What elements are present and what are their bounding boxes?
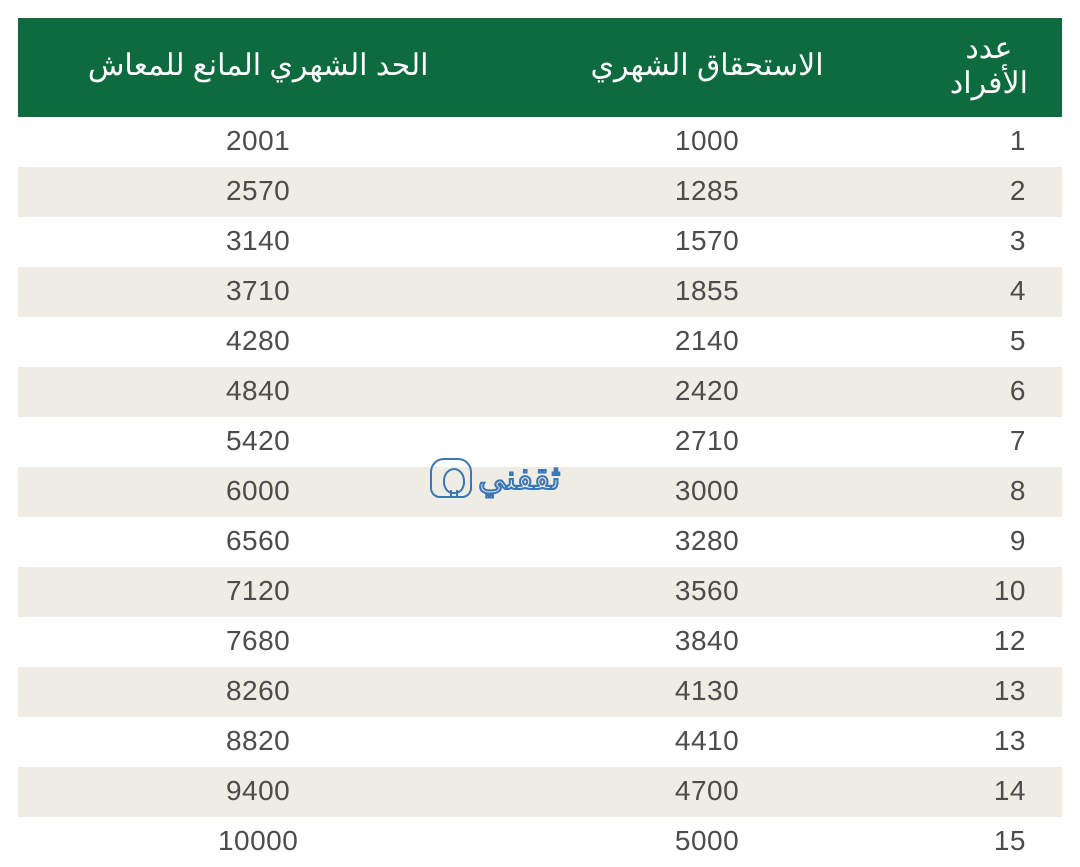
table-row: 1447009400 xyxy=(18,767,1062,817)
table-row: 727105420 xyxy=(18,417,1062,467)
cell-limit: 7680 xyxy=(18,617,498,667)
pension-table-container: عددالأفراد الاستحقاق الشهري الحد الشهري … xyxy=(18,18,1062,867)
cell-monthly: 2710 xyxy=(498,417,916,467)
cell-monthly: 1285 xyxy=(498,167,916,217)
cell-monthly: 1000 xyxy=(498,117,916,167)
cell-monthly: 5000 xyxy=(498,817,916,867)
cell-count: 7 xyxy=(916,417,1062,467)
table-row: 932806560 xyxy=(18,517,1062,567)
cell-monthly: 1855 xyxy=(498,267,916,317)
table-row: 1238407680 xyxy=(18,617,1062,667)
cell-count: 13 xyxy=(916,717,1062,767)
cell-monthly: 2420 xyxy=(498,367,916,417)
cell-count: 5 xyxy=(916,317,1062,367)
cell-limit: 8260 xyxy=(18,667,498,717)
cell-count: 13 xyxy=(916,667,1062,717)
pension-table: عددالأفراد الاستحقاق الشهري الحد الشهري … xyxy=(18,18,1062,867)
table-row: 521404280 xyxy=(18,317,1062,367)
cell-count: 3 xyxy=(916,217,1062,267)
table-row: 110002001 xyxy=(18,117,1062,167)
cell-limit: 6000 xyxy=(18,467,498,517)
cell-monthly: 3840 xyxy=(498,617,916,667)
cell-limit: 6560 xyxy=(18,517,498,567)
table-row: 1035607120 xyxy=(18,567,1062,617)
cell-limit: 4840 xyxy=(18,367,498,417)
cell-limit: 9400 xyxy=(18,767,498,817)
cell-count: 9 xyxy=(916,517,1062,567)
table-row: 418553710 xyxy=(18,267,1062,317)
cell-limit: 3710 xyxy=(18,267,498,317)
col-header-limit: الحد الشهري المانع للمعاش xyxy=(18,18,498,117)
table-row: 315703140 xyxy=(18,217,1062,267)
cell-count: 8 xyxy=(916,467,1062,517)
cell-monthly: 4410 xyxy=(498,717,916,767)
table-row: 212852570 xyxy=(18,167,1062,217)
cell-monthly: 4700 xyxy=(498,767,916,817)
table-row: 830006000 xyxy=(18,467,1062,517)
cell-limit: 8820 xyxy=(18,717,498,767)
cell-count: 10 xyxy=(916,567,1062,617)
cell-limit: 4280 xyxy=(18,317,498,367)
cell-count: 6 xyxy=(916,367,1062,417)
col-header-count: عددالأفراد xyxy=(916,18,1062,117)
table-header: عددالأفراد الاستحقاق الشهري الحد الشهري … xyxy=(18,18,1062,117)
cell-count: 1 xyxy=(916,117,1062,167)
cell-limit: 2001 xyxy=(18,117,498,167)
cell-limit: 3140 xyxy=(18,217,498,267)
table-row: 15500010000 xyxy=(18,817,1062,867)
cell-count: 4 xyxy=(916,267,1062,317)
cell-limit: 2570 xyxy=(18,167,498,217)
table-body: 1100020012128525703157031404185537105214… xyxy=(18,117,1062,867)
cell-monthly: 3560 xyxy=(498,567,916,617)
col-header-monthly: الاستحقاق الشهري xyxy=(498,18,916,117)
cell-monthly: 1570 xyxy=(498,217,916,267)
table-row: 1341308260 xyxy=(18,667,1062,717)
cell-count: 2 xyxy=(916,167,1062,217)
cell-limit: 7120 xyxy=(18,567,498,617)
cell-limit: 5420 xyxy=(18,417,498,467)
cell-count: 12 xyxy=(916,617,1062,667)
cell-monthly: 3280 xyxy=(498,517,916,567)
cell-monthly: 4130 xyxy=(498,667,916,717)
cell-count: 14 xyxy=(916,767,1062,817)
cell-count: 15 xyxy=(916,817,1062,867)
table-row: 1344108820 xyxy=(18,717,1062,767)
table-row: 624204840 xyxy=(18,367,1062,417)
cell-limit: 10000 xyxy=(18,817,498,867)
cell-monthly: 2140 xyxy=(498,317,916,367)
cell-monthly: 3000 xyxy=(498,467,916,517)
